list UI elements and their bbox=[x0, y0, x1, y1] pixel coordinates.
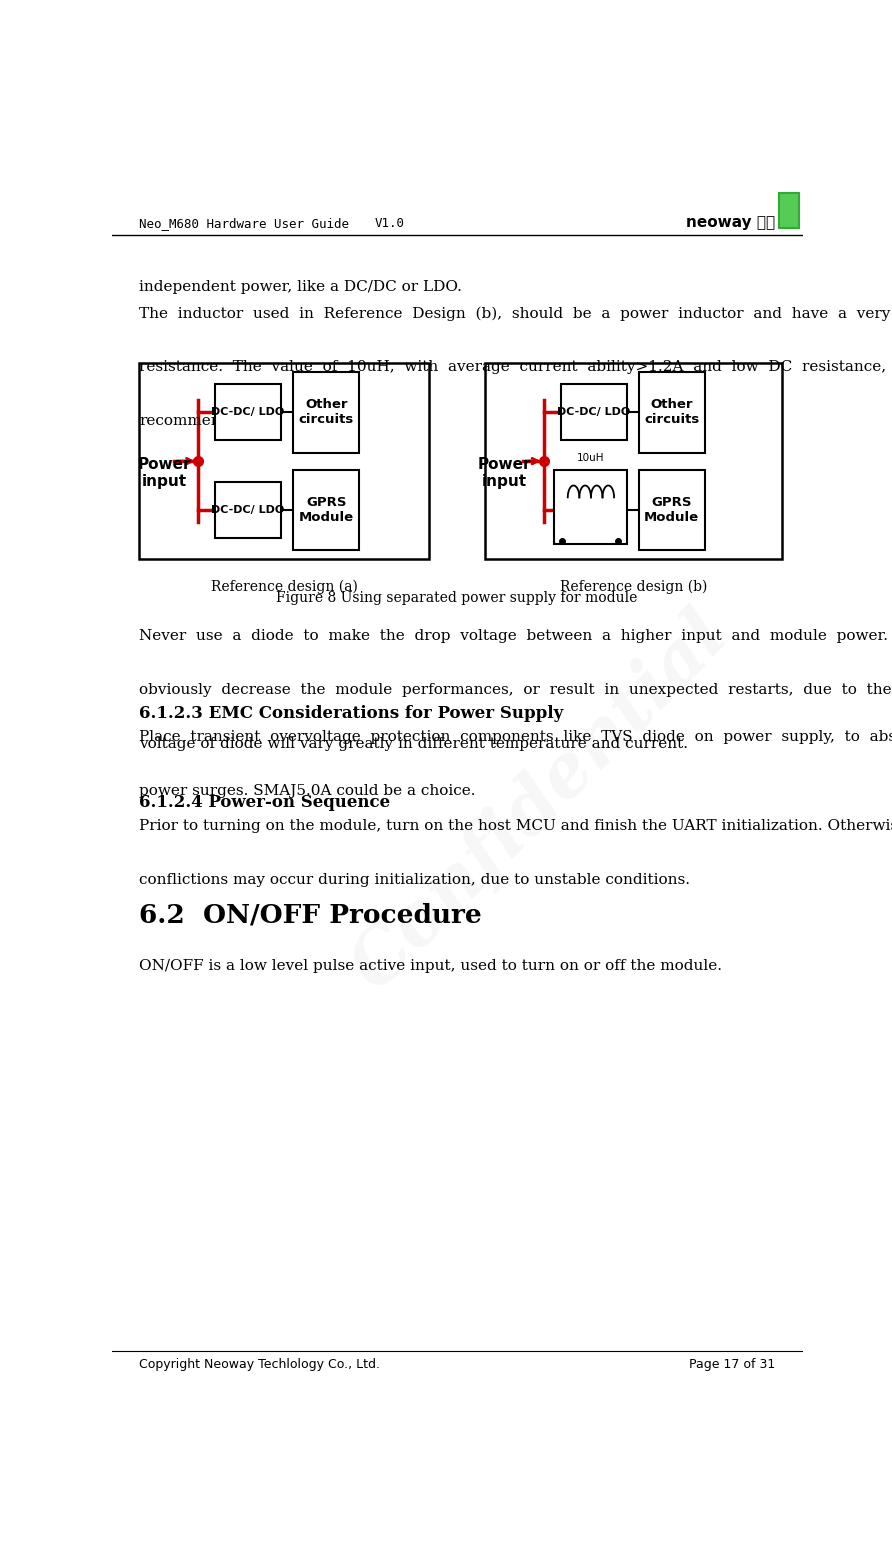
Text: conflictions may occur during initialization, due to unstable conditions.: conflictions may occur during initializa… bbox=[139, 873, 690, 887]
Text: Reference design (a): Reference design (a) bbox=[211, 580, 358, 594]
Text: Other
circuits: Other circuits bbox=[644, 398, 699, 426]
Text: 6.1.2.4 Power-on Sequence: 6.1.2.4 Power-on Sequence bbox=[139, 794, 391, 811]
Text: recommended.: recommended. bbox=[139, 415, 254, 429]
Text: neoway 有方: neoway 有方 bbox=[686, 214, 775, 230]
Text: 10uH: 10uH bbox=[576, 453, 604, 463]
Text: Other
circuits: Other circuits bbox=[299, 398, 354, 426]
Text: GPRS
Module: GPRS Module bbox=[299, 497, 354, 524]
Text: Reference design (b): Reference design (b) bbox=[560, 580, 707, 594]
Bar bbox=[293, 372, 359, 453]
Text: Power
input: Power input bbox=[138, 456, 192, 489]
Bar bbox=[554, 470, 626, 544]
Text: 6.2  ON/OFF Procedure: 6.2 ON/OFF Procedure bbox=[139, 902, 482, 927]
Text: The  inductor  used  in  Reference  Design  (b),  should  be  a  power  inductor: The inductor used in Reference Design (b… bbox=[139, 307, 892, 321]
Text: resistance.  The  value  of  10uH,  with  average  current  ability>1.2A  and  l: resistance. The value of 10uH, with aver… bbox=[139, 361, 892, 375]
Text: Power
input: Power input bbox=[477, 456, 531, 489]
Bar bbox=[215, 384, 281, 439]
Text: Place  transient  overvoltage  protection  components  like  TVS  diode  on  pow: Place transient overvoltage protection c… bbox=[139, 729, 892, 745]
Bar bbox=[639, 470, 705, 550]
Text: Page 17 of 31: Page 17 of 31 bbox=[689, 1359, 775, 1371]
Text: ON/OFF is a low level pulse active input, used to turn on or off the module.: ON/OFF is a low level pulse active input… bbox=[139, 959, 723, 973]
Text: voltage of diode will vary greatly in different temperature and current.: voltage of diode will vary greatly in di… bbox=[139, 737, 688, 751]
Bar bbox=[485, 362, 782, 560]
Bar bbox=[215, 483, 281, 538]
Text: Never  use  a  diode  to  make  the  drop  voltage  between  a  higher  input  a: Never use a diode to make the drop volta… bbox=[139, 629, 892, 643]
Text: obviously  decrease  the  module  performances,  or  result  in  unexpected  res: obviously decrease the module performanc… bbox=[139, 683, 892, 697]
Text: Neo_M680 Hardware User Guide: Neo_M680 Hardware User Guide bbox=[139, 216, 349, 230]
Text: DC-DC/ LDO: DC-DC/ LDO bbox=[211, 504, 285, 515]
Bar bbox=[639, 372, 705, 453]
Bar bbox=[561, 384, 626, 439]
Text: Copyright Neoway Techlology Co., Ltd.: Copyright Neoway Techlology Co., Ltd. bbox=[139, 1359, 380, 1371]
Text: Confidential: Confidential bbox=[338, 600, 742, 1005]
Bar bbox=[779, 193, 799, 228]
Bar bbox=[139, 362, 430, 560]
Text: 6.1.2.3 EMC Considerations for Power Supply: 6.1.2.3 EMC Considerations for Power Sup… bbox=[139, 705, 564, 722]
Text: V1.0: V1.0 bbox=[375, 216, 404, 230]
Text: power surges. SMAJ5.0A could be a choice.: power surges. SMAJ5.0A could be a choice… bbox=[139, 785, 475, 799]
Text: Figure 8 Using separated power supply for module: Figure 8 Using separated power supply fo… bbox=[277, 591, 638, 604]
Text: Prior to turning on the module, turn on the host MCU and finish the UART initial: Prior to turning on the module, turn on … bbox=[139, 819, 892, 833]
Text: independent power, like a DC/DC or LDO.: independent power, like a DC/DC or LDO. bbox=[139, 281, 462, 295]
Text: DC-DC/ LDO: DC-DC/ LDO bbox=[211, 407, 285, 418]
Bar bbox=[293, 470, 359, 550]
Text: DC-DC/ LDO: DC-DC/ LDO bbox=[558, 407, 631, 418]
Text: GPRS
Module: GPRS Module bbox=[644, 497, 699, 524]
